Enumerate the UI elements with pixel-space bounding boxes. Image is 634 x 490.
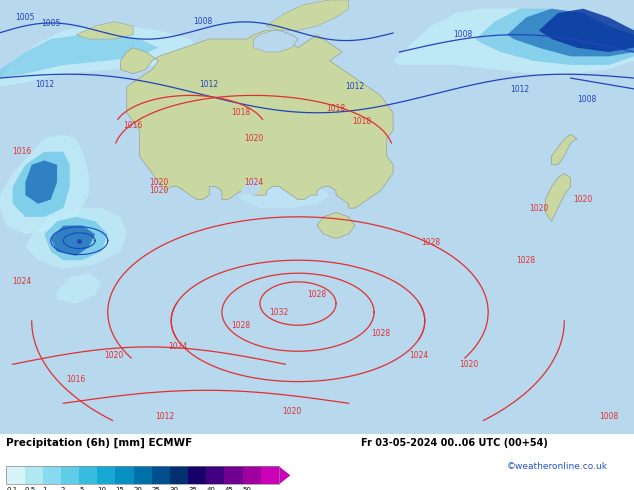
Polygon shape (266, 0, 349, 30)
Bar (134, 466, 152, 484)
Text: 1020: 1020 (282, 408, 301, 416)
Text: 1012: 1012 (35, 80, 54, 89)
Text: 1018: 1018 (231, 108, 250, 117)
Text: 1028: 1028 (422, 238, 441, 247)
Polygon shape (241, 182, 330, 208)
Text: 1008: 1008 (599, 412, 618, 421)
Text: 1016: 1016 (13, 147, 32, 156)
Text: 1020: 1020 (460, 360, 479, 369)
Text: 1024: 1024 (13, 277, 32, 286)
Bar (6, 466, 279, 484)
Bar (170, 466, 188, 484)
Text: 1028: 1028 (307, 291, 327, 299)
Polygon shape (0, 35, 158, 78)
Text: 1016: 1016 (124, 121, 143, 130)
Polygon shape (393, 9, 634, 74)
Polygon shape (476, 9, 634, 65)
Text: 0.1: 0.1 (6, 487, 18, 490)
Polygon shape (0, 26, 203, 87)
Text: 15: 15 (115, 487, 124, 490)
Polygon shape (0, 134, 89, 234)
Bar (97, 466, 115, 484)
Polygon shape (57, 273, 101, 304)
Text: 1024: 1024 (168, 343, 187, 351)
Bar (115, 466, 134, 484)
Text: 1008: 1008 (453, 30, 472, 39)
Polygon shape (279, 466, 290, 484)
Bar (25, 466, 42, 484)
Polygon shape (51, 225, 95, 256)
Text: 1008: 1008 (577, 95, 596, 104)
Bar (206, 466, 224, 484)
Text: 1024: 1024 (244, 178, 263, 187)
Bar (224, 466, 243, 484)
Text: 1020: 1020 (529, 204, 548, 213)
Bar (6, 466, 25, 484)
Text: 1024: 1024 (409, 351, 428, 360)
Text: 1028: 1028 (517, 256, 536, 265)
Text: 25: 25 (152, 487, 160, 490)
Polygon shape (539, 9, 634, 52)
Text: 1005: 1005 (16, 13, 35, 22)
Text: 1018: 1018 (352, 117, 371, 126)
Text: 1020: 1020 (149, 186, 168, 196)
Polygon shape (545, 173, 571, 221)
Polygon shape (241, 178, 260, 195)
Text: 35: 35 (188, 487, 197, 490)
Text: 1020: 1020 (149, 178, 168, 187)
Text: 30: 30 (170, 487, 179, 490)
Bar (79, 466, 97, 484)
Polygon shape (25, 208, 127, 269)
Bar (261, 466, 279, 484)
Text: 1005: 1005 (41, 19, 60, 28)
Text: 2: 2 (61, 487, 65, 490)
Bar (42, 466, 61, 484)
Text: 1020: 1020 (574, 195, 593, 204)
Bar (152, 466, 170, 484)
Text: Fr 03-05-2024 00..06 UTC (00+54): Fr 03-05-2024 00..06 UTC (00+54) (361, 438, 548, 448)
Text: 1016: 1016 (67, 375, 86, 384)
Polygon shape (507, 9, 634, 56)
Text: 1028: 1028 (371, 329, 390, 339)
Text: 0.5: 0.5 (25, 487, 36, 490)
Text: 1012: 1012 (200, 80, 219, 89)
Text: 1028: 1028 (231, 321, 250, 330)
Text: 45: 45 (224, 487, 233, 490)
Polygon shape (317, 213, 355, 239)
Bar (188, 466, 206, 484)
Bar (243, 466, 261, 484)
Text: 1012: 1012 (510, 85, 529, 94)
Polygon shape (44, 217, 108, 260)
Bar (61, 466, 79, 484)
Text: 1032: 1032 (269, 308, 288, 317)
Polygon shape (120, 30, 393, 208)
Polygon shape (346, 134, 352, 173)
Polygon shape (13, 152, 70, 217)
Text: 1012: 1012 (346, 82, 365, 92)
Text: ©weatheronline.co.uk: ©weatheronline.co.uk (507, 462, 608, 471)
Polygon shape (552, 134, 577, 165)
Text: 1020: 1020 (105, 351, 124, 360)
Text: Precipitation (6h) [mm] ECMWF: Precipitation (6h) [mm] ECMWF (6, 438, 193, 448)
Polygon shape (76, 22, 133, 39)
Text: 1020: 1020 (244, 134, 263, 143)
Text: 20: 20 (134, 487, 143, 490)
Polygon shape (254, 30, 298, 52)
Text: 1: 1 (42, 487, 47, 490)
Text: 5: 5 (79, 487, 84, 490)
Polygon shape (336, 117, 361, 195)
Text: 1012: 1012 (155, 412, 174, 421)
Text: 1008: 1008 (193, 17, 212, 26)
Text: 10: 10 (97, 487, 107, 490)
Polygon shape (25, 160, 57, 204)
Polygon shape (342, 126, 355, 187)
Text: 1018: 1018 (327, 104, 346, 113)
Text: 40: 40 (206, 487, 215, 490)
Text: 50: 50 (243, 487, 252, 490)
